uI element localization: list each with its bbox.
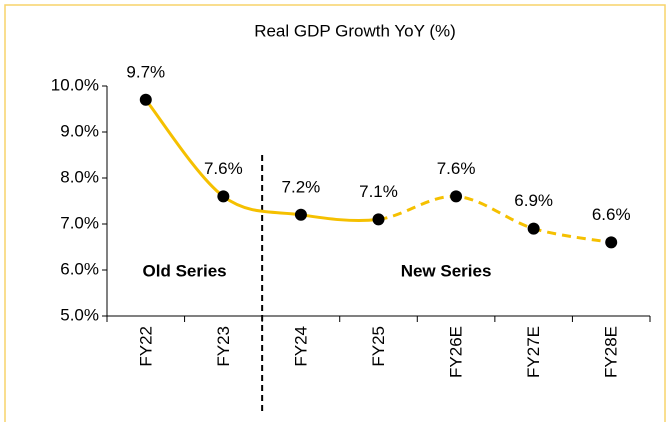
annotation: New Series — [401, 261, 492, 280]
y-tick-label: 7.0% — [60, 213, 99, 232]
point — [527, 222, 540, 235]
data-label: 9.7% — [126, 62, 165, 81]
data-label: 7.1% — [359, 182, 398, 201]
line-dashed — [378, 194, 612, 244]
point — [139, 93, 152, 106]
data-label: 7.6% — [204, 159, 243, 178]
y-tick-label: 5.0% — [60, 305, 99, 324]
x-tick-label: FY26E — [447, 326, 466, 378]
x-tick-label: FY23 — [214, 326, 233, 367]
point — [217, 190, 230, 203]
line-solid — [144, 98, 379, 222]
x-tick-label: FY25 — [369, 326, 388, 367]
chart-title: Real GDP Growth YoY (%) — [254, 21, 456, 40]
data-label: 7.6% — [437, 159, 476, 178]
annotation: Old Series — [143, 261, 227, 280]
data-label: 7.2% — [282, 177, 321, 196]
point — [605, 236, 618, 249]
frame — [4, 4, 666, 422]
point — [450, 190, 463, 203]
point — [294, 208, 307, 221]
y-tick-label: 8.0% — [60, 167, 99, 186]
x-tick-label: FY28E — [602, 326, 621, 378]
y-tick-label: 6.0% — [60, 259, 99, 278]
x-tick-label: FY22 — [136, 326, 155, 367]
x-tick-label: FY24 — [291, 326, 310, 367]
point — [372, 213, 385, 226]
y-tick-label: 9.0% — [60, 121, 99, 140]
y-tick-label: 10.0% — [51, 75, 99, 94]
data-label: 6.9% — [514, 191, 553, 210]
data-label: 6.6% — [592, 205, 631, 224]
x-tick-label: FY27E — [524, 326, 543, 378]
